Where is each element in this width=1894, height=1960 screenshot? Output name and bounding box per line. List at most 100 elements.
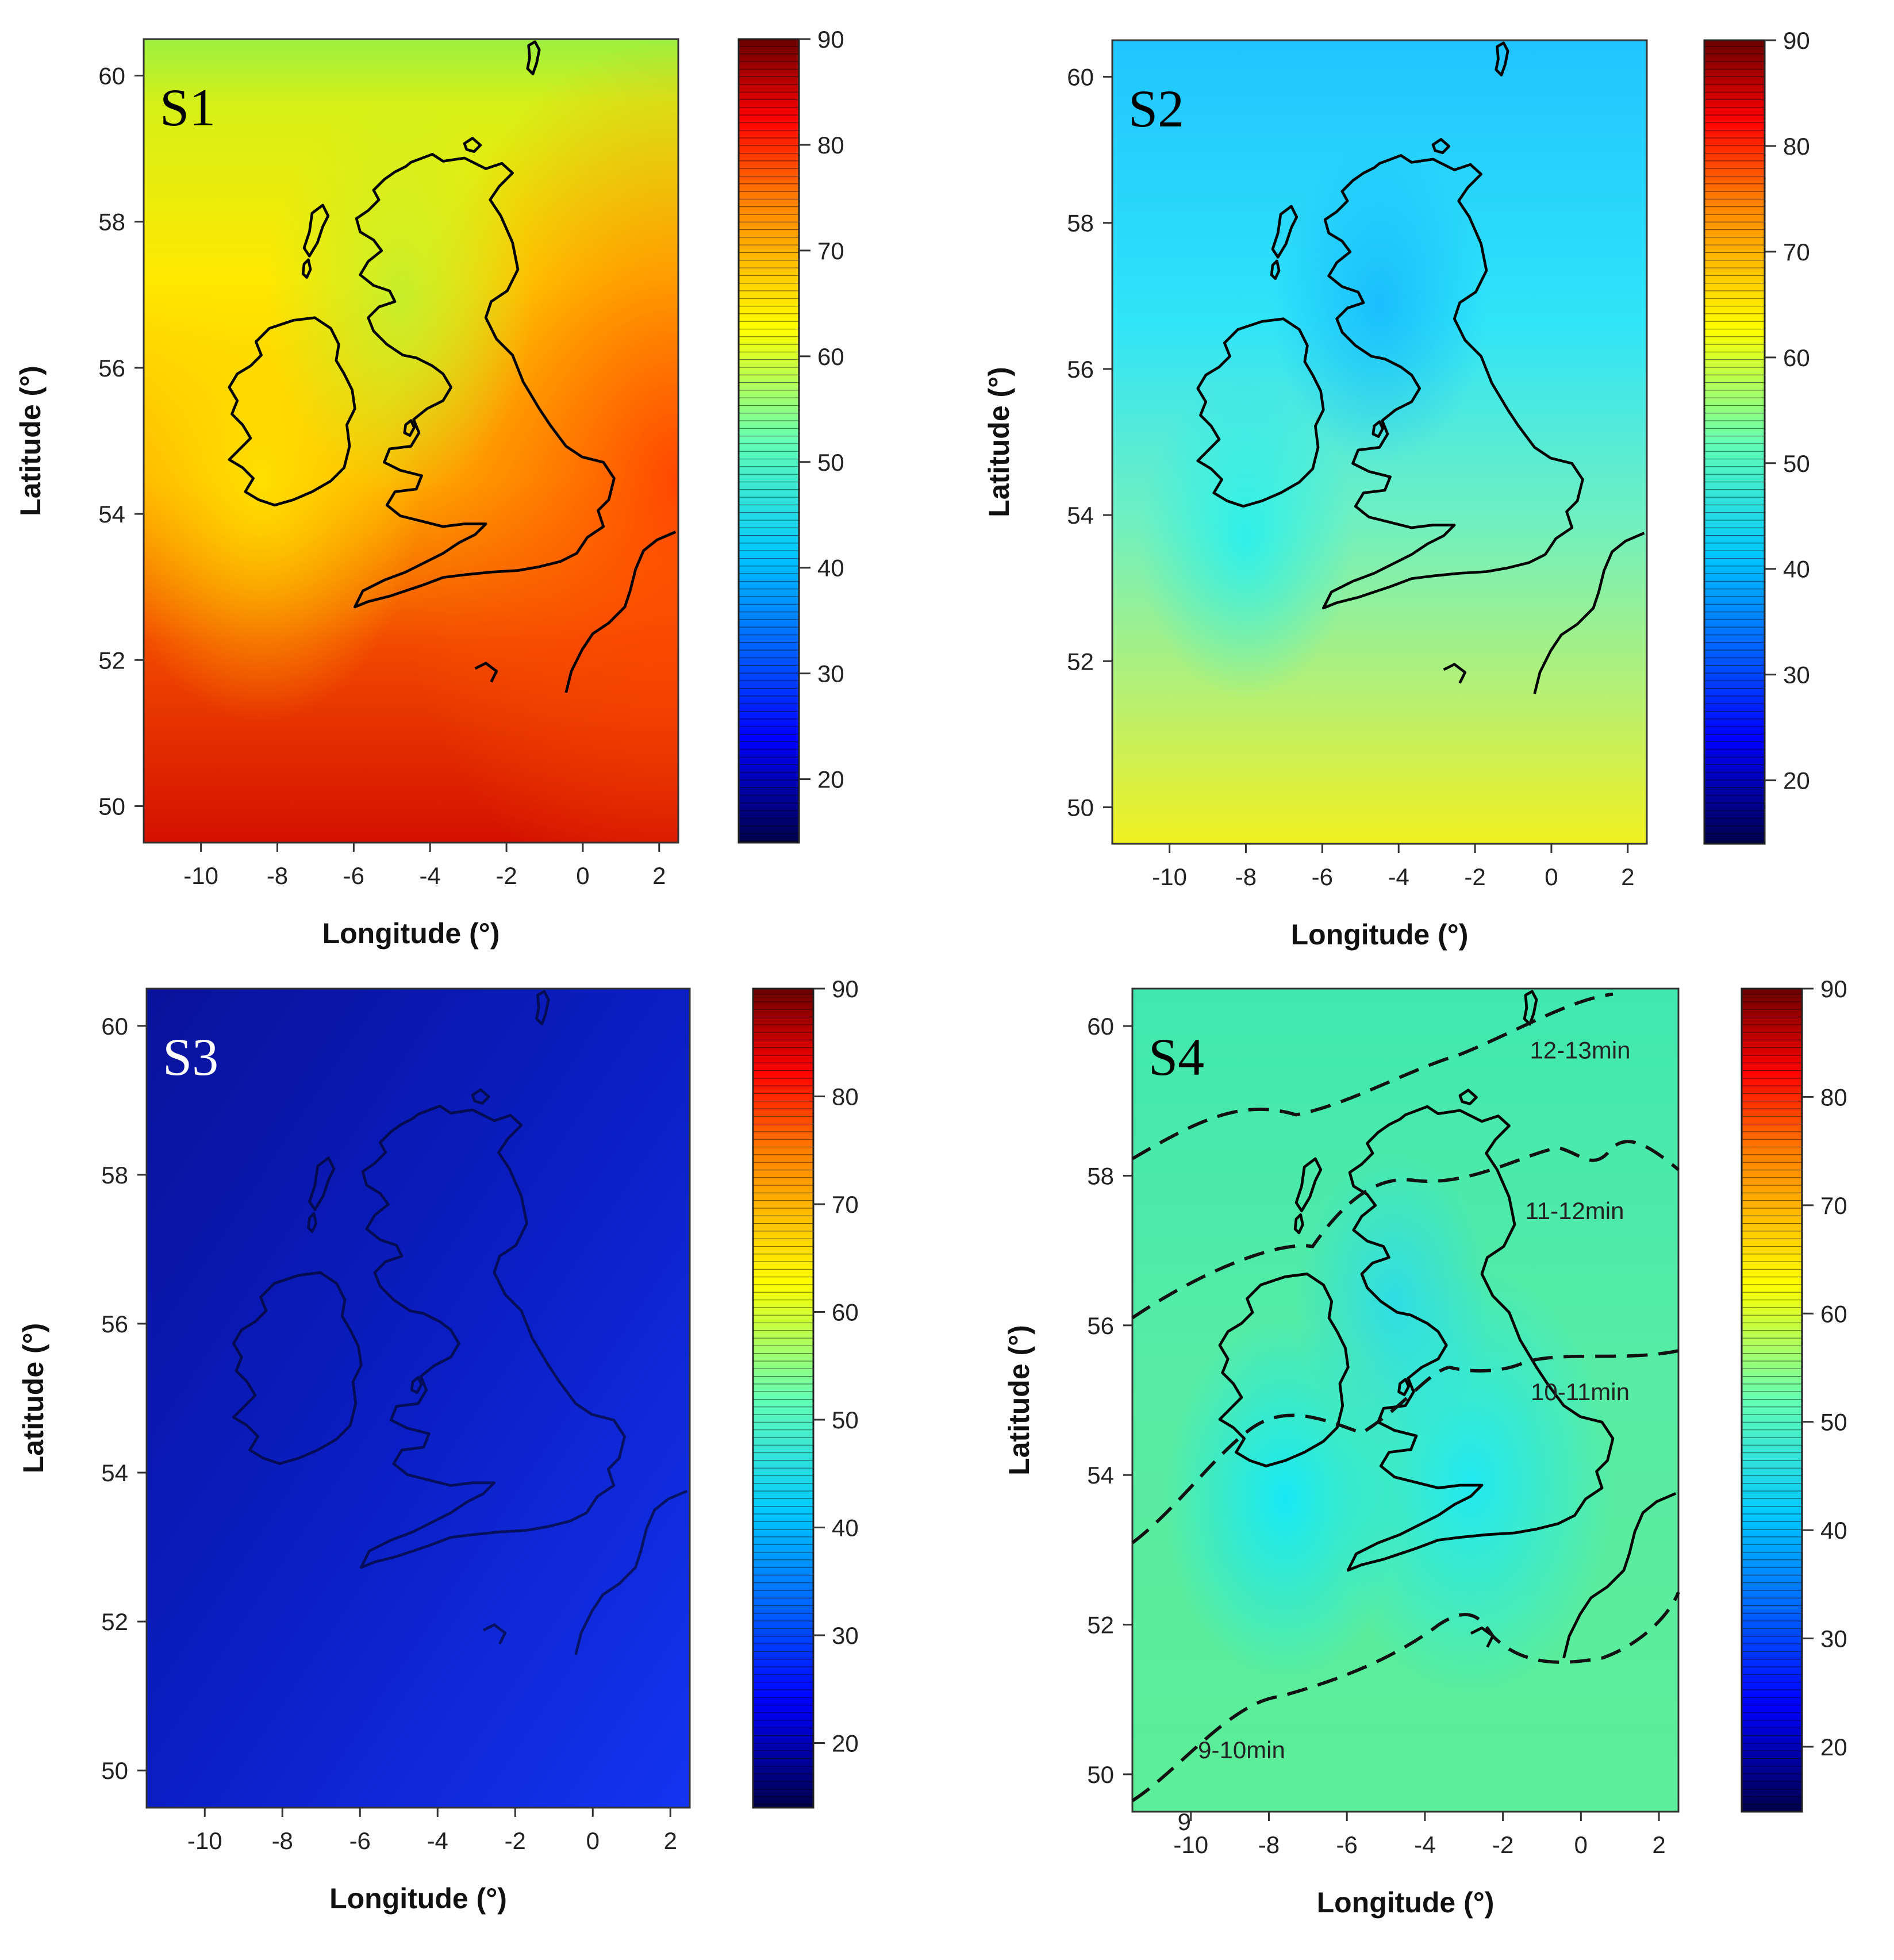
x-tick-label: -10 (1173, 1831, 1208, 1858)
y-tick-label: 56 (101, 1310, 128, 1338)
y-tick-label: 50 (1087, 1761, 1114, 1788)
y-tick-label: 52 (98, 647, 125, 674)
colorbar-tick-label: 60 (832, 1299, 859, 1326)
x-tick-label: -2 (495, 862, 517, 889)
y-tick-label: 54 (1067, 502, 1094, 529)
y-tick-label: 56 (98, 355, 125, 382)
x-tick-label: -6 (1312, 863, 1333, 890)
panel-label: S4 (1148, 1028, 1204, 1086)
map-panel-s2: S2 -10 -8 -6 -4 -2 0 2 50 52 54 56 58 60 Longitude (°)… (983, 27, 1810, 951)
colorbar: 20 30 40 50 60 70 80 90 (737, 26, 844, 844)
y-tick-label: 58 (1067, 210, 1094, 237)
y-axis-label: Latitude (°) (17, 1323, 49, 1474)
colorbar-frame (1741, 987, 1803, 1813)
y-tick-label: 54 (1087, 1462, 1114, 1489)
colorbar-tick-label: 30 (817, 660, 844, 687)
x-tick-label: -8 (1235, 863, 1257, 890)
y-tick-label: 60 (98, 63, 125, 90)
x-tick-label: -2 (505, 1827, 526, 1854)
contour-line (1131, 1140, 1680, 1320)
x-tick-label: 2 (1652, 1831, 1665, 1858)
colorbar-bands (739, 39, 799, 843)
colorbar: 20 30 40 50 60 70 80 90 (752, 975, 859, 1809)
stray-axis-label: 9 (1178, 1808, 1191, 1835)
y-tick-label: 50 (101, 1757, 128, 1784)
x-tick-label: -2 (1492, 1831, 1513, 1858)
y-tick-label: 58 (1087, 1162, 1114, 1189)
x-tick-label: 0 (1545, 863, 1558, 890)
x-tick-label: 2 (652, 862, 666, 889)
y-tick-label: 56 (1067, 356, 1094, 383)
map-field-background (147, 989, 690, 1808)
x-tick-label: 0 (1574, 1831, 1588, 1858)
panel-label: S3 (163, 1028, 218, 1086)
y-tick-label: 60 (1087, 1013, 1114, 1040)
y-tick-label: 58 (98, 209, 125, 236)
colorbar-bands (1742, 989, 1802, 1812)
colorbar-tick-label: 80 (1820, 1083, 1847, 1110)
x-tick-label: 2 (1621, 863, 1634, 890)
colorbar-bands (1704, 40, 1765, 844)
panel-label: S1 (160, 78, 216, 137)
x-tick-label: -8 (267, 862, 288, 889)
x-tick-label: -6 (343, 862, 364, 889)
y-tick-label: 60 (101, 1013, 128, 1040)
y-tick-label: 56 (1087, 1312, 1114, 1339)
colorbar-tick-label: 20 (817, 766, 844, 793)
x-tick-label: -4 (1414, 1831, 1435, 1858)
x-tick-label: 0 (586, 1827, 600, 1854)
x-axis-label: Longitude (°) (329, 1882, 507, 1915)
x-tick-label: -8 (1258, 1831, 1280, 1858)
x-tick-label: -4 (1388, 863, 1409, 890)
colorbar-tick-label: 40 (1820, 1517, 1847, 1544)
x-tick-label: -10 (187, 1827, 222, 1854)
colorbar-frame (752, 987, 815, 1809)
colorbar-tick-label: 20 (1783, 767, 1810, 794)
contour-label: 12-13min (1530, 1037, 1630, 1064)
x-tick-label: -2 (1464, 863, 1485, 890)
map-panel-s4: 12-13min 11-12min 10-11min 9-10min 9 S4 -10 -8 -… (1003, 975, 1847, 1919)
colorbar-tick-label: 30 (1820, 1625, 1847, 1652)
colorbar-tick-label: 70 (817, 237, 844, 264)
x-axis-label: Longitude (°) (322, 917, 500, 950)
x-axis-label: Longitude (°) (1317, 1886, 1495, 1919)
contour-label: 10-11min (1531, 1378, 1630, 1405)
colorbar-tick-label: 80 (832, 1083, 859, 1110)
map-field-shading (144, 39, 678, 843)
x-tick-label: -4 (427, 1827, 448, 1854)
x-tick-label: -10 (1152, 863, 1187, 890)
colorbar-tick-label: 90 (817, 26, 844, 53)
colorbar-tick-label: 20 (832, 1730, 859, 1757)
contour-line (1131, 1592, 1680, 1803)
x-tick-label: -4 (420, 862, 441, 889)
colorbar-tick-label: 50 (1820, 1409, 1847, 1436)
x-tick-label: -8 (272, 1827, 293, 1854)
colorbar: 20 30 40 50 60 70 80 90 (1703, 27, 1810, 845)
contour-label: 11-12min (1526, 1197, 1624, 1224)
map-panel-s1: S1 -10 -8 -6 -4 -2 0 2 50 52 54 56 58 60 Longitude (°)… (14, 26, 844, 950)
colorbar-tick-label: 90 (1820, 975, 1847, 1002)
x-tick-label: 0 (576, 862, 589, 889)
x-tick-label: -6 (349, 1827, 371, 1854)
y-axis-label: Latitude (°) (14, 366, 47, 516)
colorbar-tick-label: 60 (1783, 344, 1810, 371)
x-tick-label: -6 (1336, 1831, 1358, 1858)
y-tick-label: 58 (101, 1162, 128, 1189)
map-frame (143, 38, 679, 844)
colorbar-bands (753, 989, 813, 1808)
colorbar-tick-label: 60 (1820, 1300, 1847, 1327)
map-field-shading (1112, 40, 1647, 844)
colorbar-tick-label: 70 (1820, 1192, 1847, 1219)
colorbar-tick-label: 70 (1783, 239, 1810, 266)
contour-line (1131, 1349, 1679, 1544)
colorbar-tick-label: 80 (817, 132, 844, 159)
contour-line (1131, 992, 1613, 1160)
colorbar-frame (1703, 39, 1766, 845)
colorbar-tick-label: 90 (832, 975, 859, 1002)
x-axis-label: Longitude (°) (1291, 918, 1469, 951)
colorbar-tick-label: 90 (1783, 27, 1810, 54)
colorbar-tick-label: 40 (1783, 556, 1810, 583)
y-tick-label: 50 (1067, 794, 1094, 821)
colorbar-tick-label: 40 (817, 555, 844, 582)
